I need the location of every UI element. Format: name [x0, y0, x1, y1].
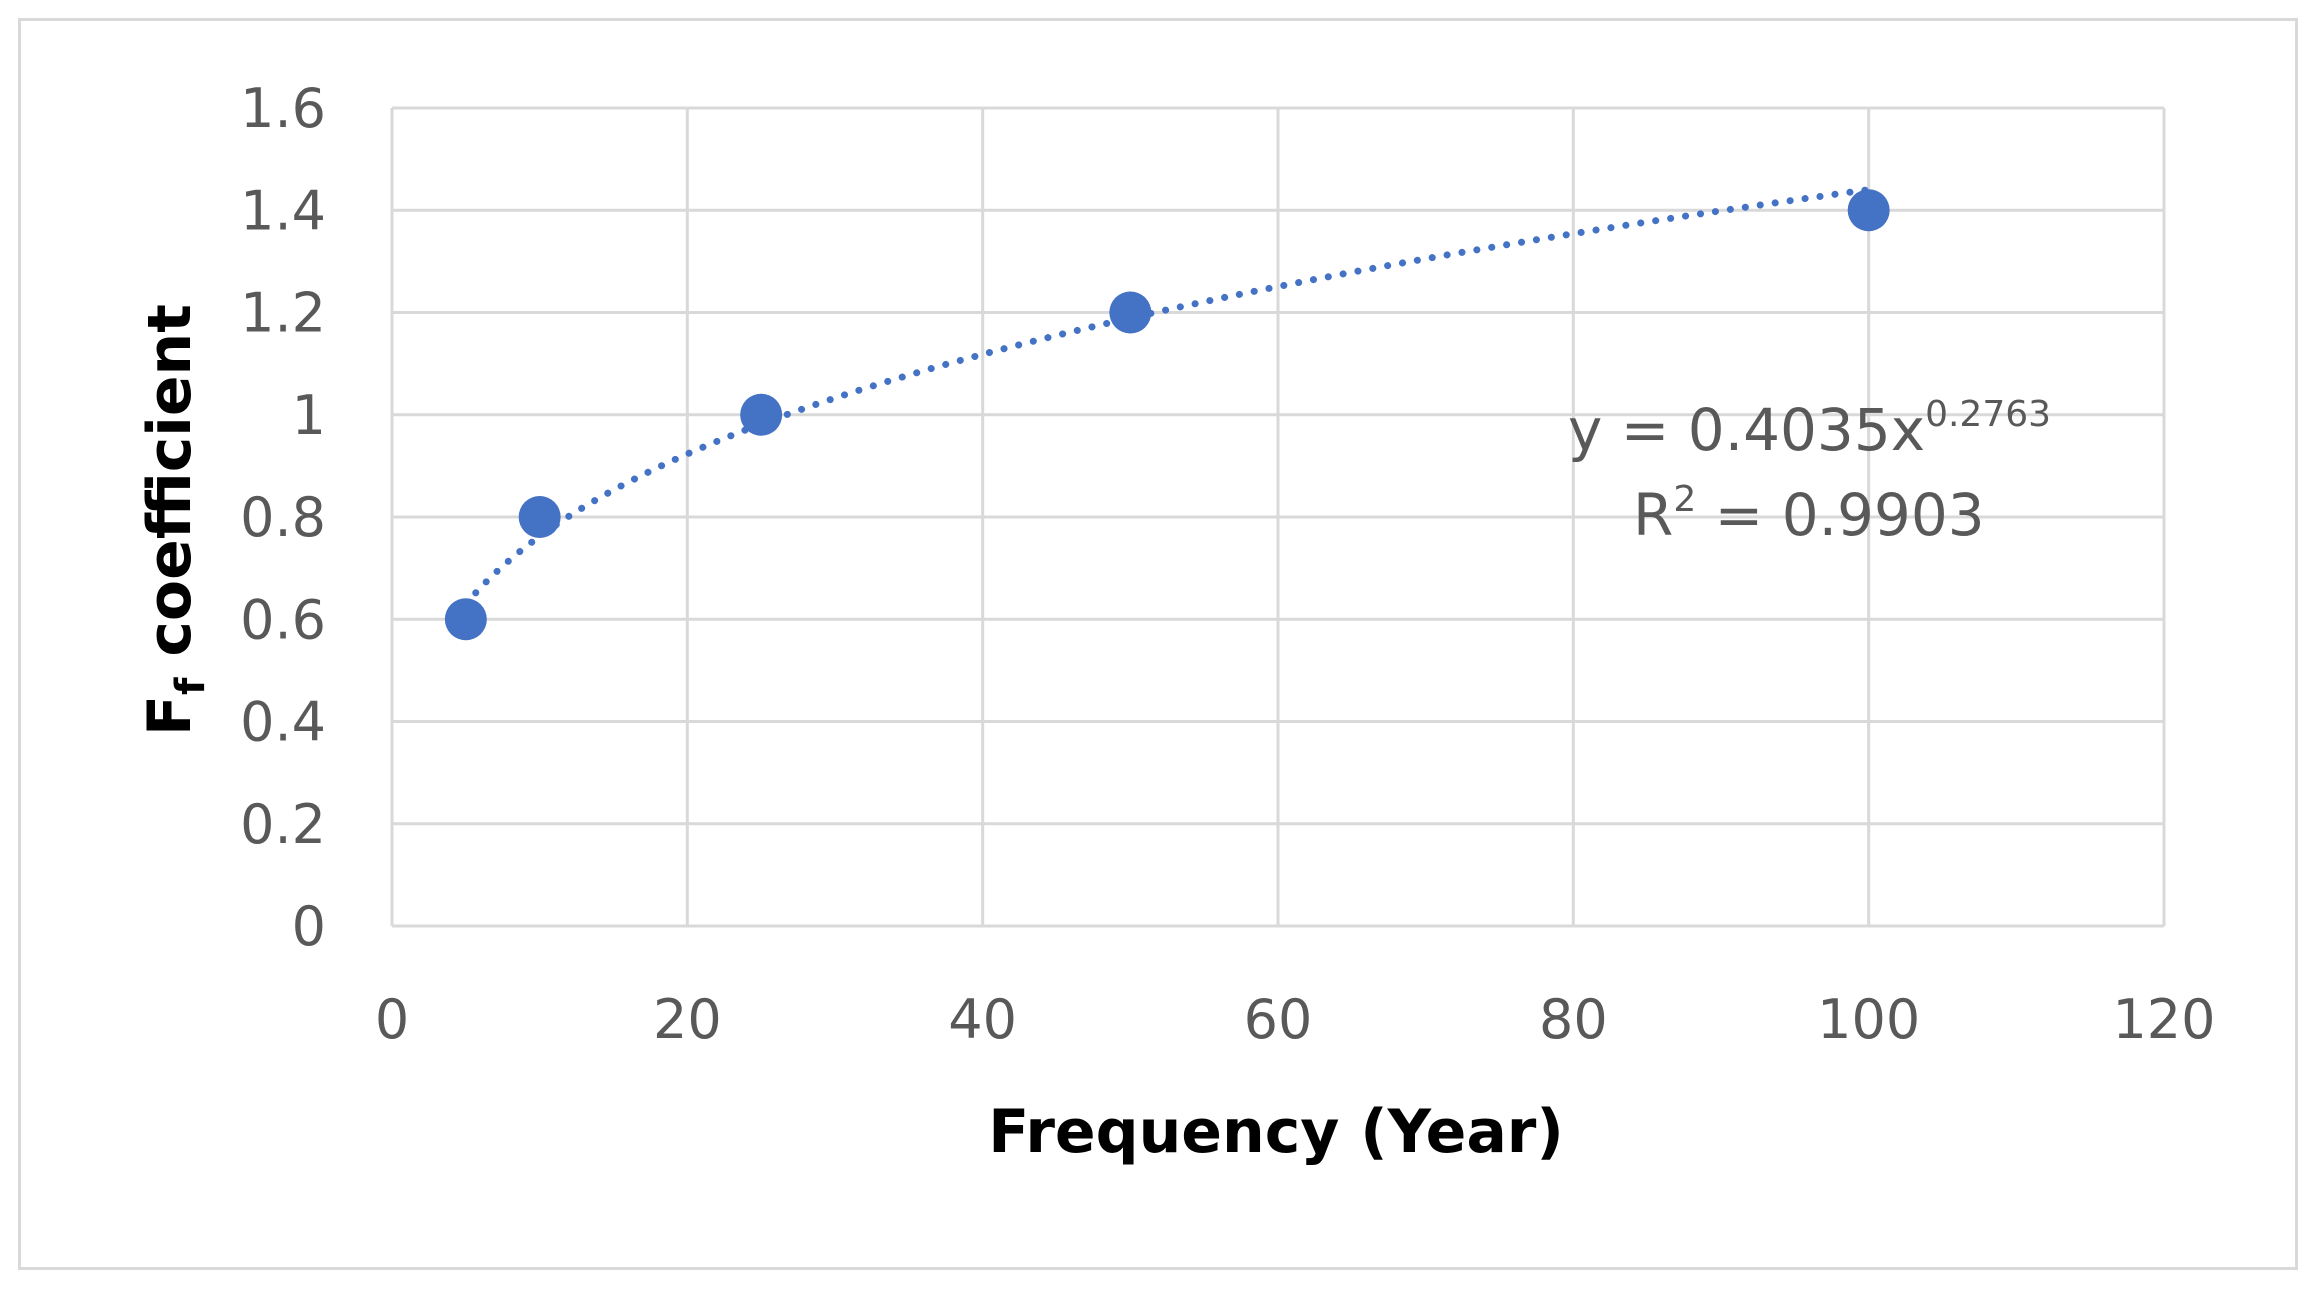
chart-frame	[18, 18, 2298, 1270]
y-tick-label: 0.6	[240, 588, 326, 651]
data-point	[1109, 291, 1152, 334]
y-tick-label: 0.4	[240, 691, 326, 754]
x-tick-label: 20	[653, 988, 722, 1051]
data-point	[444, 598, 487, 641]
x-tick-label: 40	[948, 988, 1017, 1051]
x-tick-label: 100	[1817, 988, 1920, 1051]
y-tick-label: 1.2	[240, 282, 326, 345]
y-axis-title-main: F	[135, 695, 205, 736]
y-tick-label: 1	[292, 384, 326, 447]
equation-main: y = 0.4035x	[1568, 396, 1925, 464]
y-axis-title-rest: coefficient	[135, 304, 205, 678]
y-tick-label: 0	[292, 895, 326, 958]
y-tick-label: 1.4	[240, 179, 326, 242]
trendline-path	[462, 186, 1873, 608]
x-axis-title: Frequency (Year)	[988, 1097, 1564, 1167]
y-tick-label: 0.8	[240, 486, 326, 549]
y-axis-title: Ff coefficient	[135, 304, 214, 736]
x-tick-labels: 0 20 40 60 80 100 120	[375, 988, 2216, 1051]
y-tick-label: 1.6	[240, 77, 326, 140]
r-squared-value: = 0.9903	[1696, 481, 1984, 549]
data-points	[444, 189, 1890, 641]
r-squared-superscript: 2	[1673, 479, 1696, 520]
x-tick-label: 120	[2112, 988, 2215, 1051]
x-tick-label: 0	[375, 988, 409, 1051]
y-tick-label: 0.2	[240, 793, 326, 856]
x-tick-label: 80	[1539, 988, 1608, 1051]
y-axis-title-subscript: f	[168, 677, 214, 695]
r-squared: R2 = 0.9903	[1633, 479, 1985, 549]
grid	[390, 106, 2166, 928]
trendline-equation: y = 0.4035x0.2763	[1568, 394, 2051, 464]
data-point	[740, 393, 783, 436]
trendline	[462, 186, 1873, 608]
data-point	[1847, 189, 1890, 232]
data-point	[518, 496, 561, 538]
equation-exponent: 0.2763	[1925, 394, 2051, 435]
x-tick-label: 60	[1244, 988, 1313, 1051]
y-tick-labels: 0 0.2 0.4 0.6 0.8 1 1.2 1.4 1.6	[240, 77, 326, 958]
r-squared-prefix: R	[1633, 481, 1673, 549]
